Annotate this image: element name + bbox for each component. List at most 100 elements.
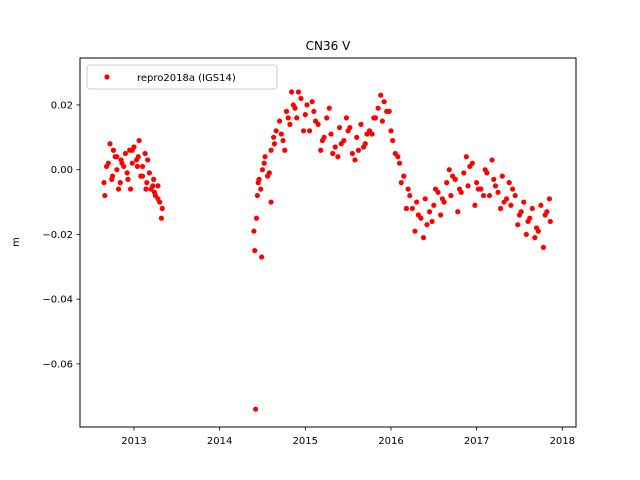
data-points: [101, 89, 553, 412]
data-point: [335, 154, 341, 160]
data-point: [515, 222, 521, 228]
data-point: [271, 134, 277, 140]
data-point: [381, 99, 387, 105]
y-axis: 0.02 0.00 −0.02 −0.04 −0.06: [42, 100, 80, 370]
data-point: [429, 218, 435, 225]
data-point: [379, 118, 385, 124]
y-tick-label: 0.02: [51, 100, 73, 111]
data-point: [360, 144, 367, 150]
data-point: [415, 212, 421, 218]
data-point: [546, 196, 553, 202]
data-point: [498, 205, 504, 212]
x-tick-label: 2015: [293, 436, 318, 447]
data-point: [285, 115, 291, 121]
data-point: [458, 189, 464, 195]
data-point: [508, 202, 514, 208]
data-point: [144, 180, 150, 186]
data-point: [139, 163, 146, 170]
data-point: [431, 202, 437, 208]
data-point: [375, 105, 381, 111]
data-point: [268, 199, 274, 205]
data-point: [266, 170, 272, 176]
data-point: [492, 183, 499, 189]
data-point: [142, 150, 148, 157]
data-point: [109, 176, 115, 182]
data-point: [278, 131, 284, 137]
data-point: [467, 163, 473, 170]
data-point: [282, 147, 288, 153]
data-point: [347, 124, 353, 131]
data-point: [151, 176, 157, 182]
data-point: [143, 186, 149, 192]
data-point: [115, 186, 122, 192]
data-point: [273, 128, 279, 134]
data-point: [261, 160, 267, 166]
data-point: [253, 406, 259, 412]
data-point: [295, 89, 302, 95]
data-point: [355, 147, 362, 153]
data-point: [444, 180, 450, 186]
data-point: [262, 154, 268, 160]
y-tick-label: −0.02: [42, 230, 73, 241]
data-point: [283, 108, 290, 115]
data-point: [547, 218, 553, 225]
data-point: [129, 147, 135, 153]
data-point: [407, 192, 413, 199]
data-point: [288, 89, 295, 95]
data-point: [254, 192, 260, 199]
data-point: [103, 163, 110, 170]
data-point: [312, 118, 319, 124]
data-point: [125, 176, 131, 182]
data-point: [151, 189, 158, 195]
data-point: [388, 128, 394, 134]
data-point: [354, 134, 360, 140]
data-point: [110, 147, 117, 153]
data-point: [302, 112, 308, 118]
data-point: [259, 167, 266, 173]
data-point: [155, 196, 161, 202]
data-point: [122, 150, 128, 157]
data-point: [422, 196, 428, 202]
data-point: [420, 235, 427, 241]
data-point: [326, 105, 332, 111]
data-point: [328, 131, 334, 137]
data-point: [527, 215, 533, 221]
legend-marker: [104, 74, 110, 80]
x-tick-label: 2014: [207, 436, 232, 447]
data-point: [280, 137, 286, 144]
data-point: [501, 199, 507, 205]
data-point: [540, 244, 547, 250]
data-point: [409, 205, 415, 212]
data-point: [448, 192, 454, 199]
data-point: [518, 209, 524, 215]
data-point: [412, 228, 418, 234]
data-point: [129, 160, 135, 166]
data-point: [139, 173, 146, 179]
data-point: [159, 205, 165, 212]
data-point: [480, 192, 487, 199]
data-point: [364, 131, 370, 137]
data-point: [475, 186, 481, 192]
data-point: [114, 167, 120, 173]
data-point: [405, 186, 411, 192]
data-point: [506, 180, 512, 186]
data-point: [358, 121, 364, 127]
data-point: [510, 186, 516, 192]
data-point: [332, 144, 338, 150]
data-point: [426, 209, 433, 215]
data-point: [378, 92, 384, 98]
data-point: [127, 186, 134, 192]
data-point: [107, 141, 113, 147]
data-point: [398, 180, 404, 186]
data-point: [287, 121, 293, 127]
data-point: [155, 183, 161, 189]
data-point: [117, 180, 123, 186]
data-point: [253, 215, 260, 221]
x-tick-label: 2017: [464, 436, 489, 447]
data-point: [495, 189, 501, 195]
data-point: [258, 186, 264, 192]
data-point: [529, 205, 535, 212]
data-point: [134, 163, 140, 170]
data-point: [268, 147, 274, 153]
